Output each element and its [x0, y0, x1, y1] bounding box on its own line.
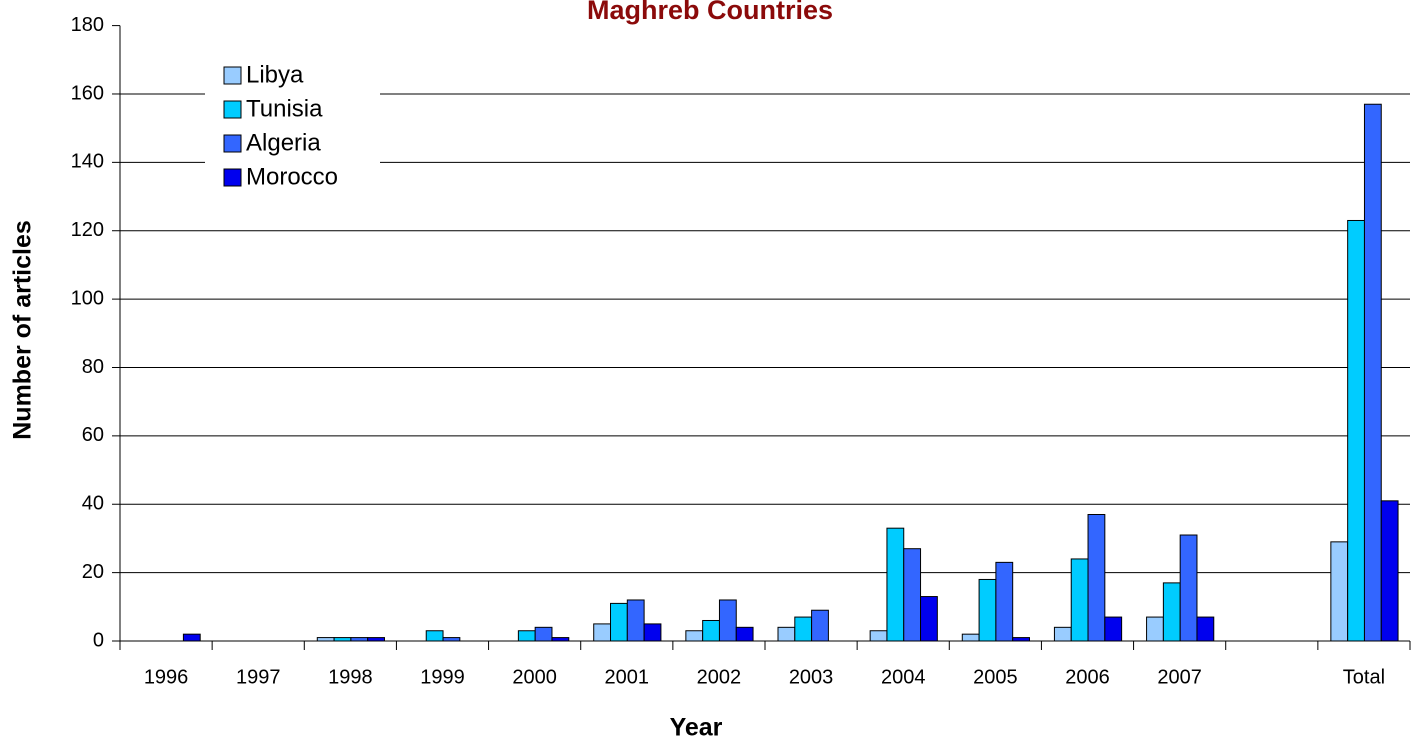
- bar: [182, 633, 201, 642]
- x-tick-label: 2005: [973, 666, 1018, 688]
- x-tick-label: 2004: [881, 666, 926, 688]
- legend-label: Algeria: [246, 129, 321, 156]
- y-axis-label: Number of articles: [9, 220, 37, 440]
- bar: [1087, 514, 1106, 642]
- bar: [367, 637, 385, 642]
- y-tick-label: 0: [93, 629, 104, 651]
- bar: [593, 623, 612, 642]
- bar: [920, 596, 938, 642]
- bar: [718, 599, 737, 642]
- bar: [1363, 103, 1382, 642]
- bar: [333, 637, 352, 642]
- x-tick-label: 2003: [789, 666, 834, 688]
- bar: [794, 616, 813, 642]
- x-tick-label: 2001: [605, 666, 650, 688]
- bar: [610, 602, 628, 642]
- bar: [735, 626, 754, 642]
- bar: [1012, 637, 1030, 642]
- legend-label: Tunisia: [246, 95, 323, 122]
- bar: [626, 599, 645, 642]
- bar: [1196, 616, 1215, 642]
- x-tick-label: 2000: [512, 666, 557, 688]
- x-tick-label: 2002: [697, 666, 742, 688]
- x-axis-label: Year: [670, 714, 723, 740]
- bar: [886, 527, 905, 642]
- y-tick-label: 60: [82, 424, 104, 446]
- y-tick-label: 140: [71, 151, 104, 173]
- y-tick-label: 40: [82, 493, 104, 515]
- bar: [643, 623, 662, 642]
- bar: [1347, 219, 1365, 642]
- x-tick-label: 2007: [1157, 666, 1202, 688]
- bar: [551, 637, 570, 642]
- bar: [995, 561, 1014, 642]
- bar: [350, 637, 369, 642]
- x-tick-label: 1999: [420, 666, 465, 688]
- bar: [442, 637, 461, 642]
- y-tick-label: 160: [71, 82, 104, 104]
- y-tick-label: 80: [82, 356, 104, 378]
- x-tick-label: 1996: [144, 666, 189, 688]
- x-tick-label: 2006: [1065, 666, 1110, 688]
- bar: [517, 630, 536, 642]
- bar: [903, 548, 922, 642]
- bar: [1070, 558, 1089, 642]
- y-tick-label: 120: [71, 219, 104, 241]
- x-tick-label: 1998: [328, 666, 373, 688]
- bar: [1146, 616, 1164, 642]
- x-tick-label: 1997: [236, 666, 281, 688]
- legend-swatch: [223, 134, 242, 153]
- y-tick-label: 100: [71, 287, 104, 309]
- chart-title: Maghreb Countries: [587, 0, 833, 25]
- bar: [1380, 500, 1399, 642]
- legend-swatch: [223, 66, 242, 85]
- legend-swatch: [223, 168, 242, 187]
- y-tick-label: 20: [82, 561, 104, 583]
- bar: [1104, 616, 1123, 642]
- legend-swatch: [223, 100, 242, 119]
- bar: [685, 630, 704, 642]
- bar: [425, 630, 444, 642]
- bar: [777, 626, 796, 642]
- bar: [1162, 582, 1181, 642]
- x-tick-label: Total: [1343, 666, 1385, 688]
- bar: [978, 578, 997, 642]
- y-tick-label: 180: [71, 14, 104, 36]
- bar: [1179, 534, 1198, 642]
- bar: [702, 619, 720, 642]
- bar: [534, 626, 553, 642]
- legend-label: Libya: [246, 61, 304, 88]
- bar: [1053, 626, 1072, 642]
- bar: [1330, 541, 1349, 642]
- bar: [316, 637, 335, 642]
- legend-label: Morocco: [246, 163, 338, 190]
- bar: [869, 630, 888, 642]
- bar: [811, 609, 829, 642]
- bar: [961, 633, 980, 642]
